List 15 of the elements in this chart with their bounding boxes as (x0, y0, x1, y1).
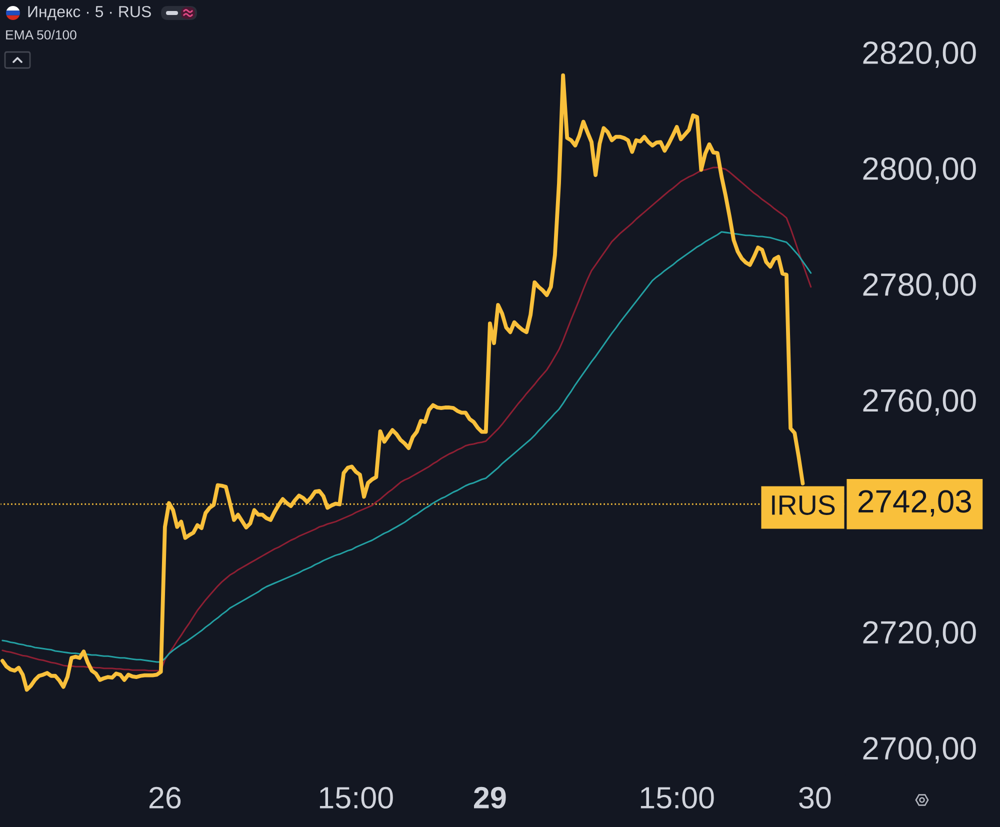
x-tick-label: 30 (799, 786, 831, 809)
y-tick-label: 2760,00 (863, 389, 976, 416)
x-tick-label: 26 (149, 786, 181, 809)
y-tick-label: 2780,00 (863, 273, 976, 300)
y-tick-label: 2820,00 (863, 41, 976, 68)
x-tick-label: 15:00 (320, 786, 393, 809)
y-tick-label: 2700,00 (863, 737, 976, 764)
y-tick-label: 2720,00 (863, 621, 976, 648)
ref-line-label: 2742,03 (858, 490, 972, 516)
annotation: EMA 50/100 (6, 30, 76, 40)
series-label: IRUS (772, 495, 835, 515)
chart-title: Индекс · 5 · RUS (28, 6, 151, 20)
y-tick-label: 2800,00 (863, 157, 976, 184)
x-tick-label: 15:00 (640, 786, 714, 809)
x-tick-label: 29 (474, 786, 506, 809)
